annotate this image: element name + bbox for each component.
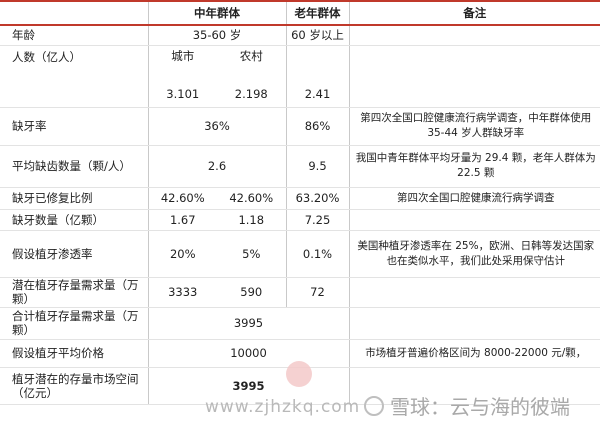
header-row: 中年群体 老年群体 备注 [0, 0, 600, 26]
cell-age-note [348, 25, 600, 46]
xueqiu-logo-icon [364, 395, 384, 416]
cell-price: 10000 [147, 339, 349, 368]
table-row: 人数（亿人） 城市 农村 2.41 [0, 45, 600, 108]
cell-missing-count-city: 1.67 [147, 209, 217, 231]
header-blank [0, 0, 148, 26]
xueqiu-watermark: 雪球：云与海的彼端 [364, 391, 570, 420]
cell-total-note [348, 307, 600, 340]
header-elderly: 老年群体 [285, 0, 349, 26]
cell-avg-missing-note: 我国中青年群体平均牙量为 29.4 颗，老年人群体为 22.5 颗 [348, 145, 600, 188]
row-label-missing-count: 缺牙数量（亿颗） [0, 209, 148, 231]
cell-potential-note [348, 277, 600, 308]
row-label-repaired: 缺牙已修复比例 [0, 187, 148, 210]
cell-penetration-rural: 5% [217, 230, 286, 278]
cell-missing-rate-note: 第四次全国口腔健康流行病学调查，中年群体使用 35-44 岁人群缺牙率 [348, 107, 600, 146]
row-label-price: 假设植牙平均价格 [0, 339, 148, 368]
cell-pop-note [348, 45, 600, 108]
cell-missing-count-note [348, 209, 600, 231]
cell-penetration-city: 20% [147, 230, 217, 278]
cell-repaired-note: 第四次全国口腔健康流行病学调查 [348, 187, 600, 210]
cell-repaired-old: 63.20% [285, 187, 349, 210]
table-row: 假设植牙渗透率 20% 5% 0.1% 美国种植牙渗透率在 25%，欧洲、日韩等… [0, 230, 600, 278]
cell-age-mid: 35-60 岁 [147, 25, 286, 46]
header-note: 备注 [348, 0, 600, 26]
cell-potential-old: 72 [285, 277, 349, 308]
cell-pop-rural: 2.198 [217, 66, 286, 108]
cell-pop-old: 2.41 [285, 45, 349, 108]
cell-repaired-rural: 42.60% [217, 187, 286, 210]
cell-missing-rate-mid: 36% [147, 107, 286, 146]
website-watermark: www.zjhzkq.com [205, 397, 361, 417]
cell-price-note: 市场植牙普遍价格区间为 8000-22000 元/颗， [348, 339, 600, 368]
table-row: 植牙潜在的存量市场空间（亿元） 3995 [0, 367, 600, 405]
row-label-market: 植牙潜在的存量市场空间（亿元） [0, 367, 148, 405]
table-row: 合计植牙存量需求量（万颗） 3995 [0, 307, 600, 340]
dental-implant-market-table: 中年群体 老年群体 备注 年龄 35-60 岁 60 岁以上 人数（亿人） 城市… [0, 0, 600, 405]
row-label-missing-rate: 缺牙率 [0, 107, 148, 146]
cell-potential-city: 3333 [147, 277, 217, 308]
table-row: 年龄 35-60 岁 60 岁以上 [0, 25, 600, 46]
cell-penetration-old: 0.1% [285, 230, 349, 278]
cell-potential-rural: 590 [217, 277, 286, 308]
row-label-penetration: 假设植牙渗透率 [0, 230, 148, 278]
header-middle-age: 中年群体 [147, 0, 286, 26]
table-row: 3.101 2.198 [0, 66, 600, 108]
cell-missing-count-old: 7.25 [285, 209, 349, 231]
table-row: 缺牙已修复比例 42.60% 42.60% 63.20% 第四次全国口腔健康流行… [0, 187, 600, 210]
xueqiu-watermark-text: 雪球：云与海的彼端 [390, 395, 570, 419]
cell-market-note [348, 367, 600, 405]
cell-market: 3995 [147, 367, 349, 405]
table-row: 平均缺齿数量（颗/人） 2.6 9.5 我国中青年群体平均牙量为 29.4 颗，… [0, 145, 600, 188]
cell-repaired-city: 42.60% [147, 187, 217, 210]
cell-pop-city: 3.101 [147, 66, 217, 108]
cell-penetration-note: 美国种植牙渗透率在 25%，欧洲、日韩等发达国家也在类似水平，我们此处采用保守估… [348, 230, 600, 278]
tooth-logo-watermark [286, 361, 312, 387]
row-label-age: 年龄 [0, 25, 148, 46]
table-row: 潜在植牙存量需求量（万颗） 3333 590 72 [0, 277, 600, 308]
table-row: 缺牙率 36% 86% 第四次全国口腔健康流行病学调查，中年群体使用 35-44… [0, 107, 600, 146]
cell-missing-rate-old: 86% [285, 107, 349, 146]
row-label-population: 人数（亿人） [0, 45, 148, 108]
table-row: 假设植牙平均价格 10000 市场植牙普遍价格区间为 8000-22000 元/… [0, 339, 600, 368]
cell-age-old: 60 岁以上 [285, 25, 349, 46]
cell-missing-count-rural: 1.18 [217, 209, 286, 231]
row-label-avg-missing: 平均缺齿数量（颗/人） [0, 145, 148, 188]
cell-pop-rural-head: 农村 [239, 48, 263, 63]
row-label-potential: 潜在植牙存量需求量（万颗） [0, 277, 148, 308]
cell-pop-city-head: 城市 [147, 45, 217, 66]
table-row: 缺牙数量（亿颗） 1.67 1.18 7.25 [0, 209, 600, 231]
cell-total: 3995 [147, 307, 349, 340]
cell-avg-missing-old: 9.5 [285, 145, 349, 188]
cell-avg-missing-mid: 2.6 [147, 145, 286, 188]
row-label-total: 合计植牙存量需求量（万颗） [0, 307, 148, 340]
